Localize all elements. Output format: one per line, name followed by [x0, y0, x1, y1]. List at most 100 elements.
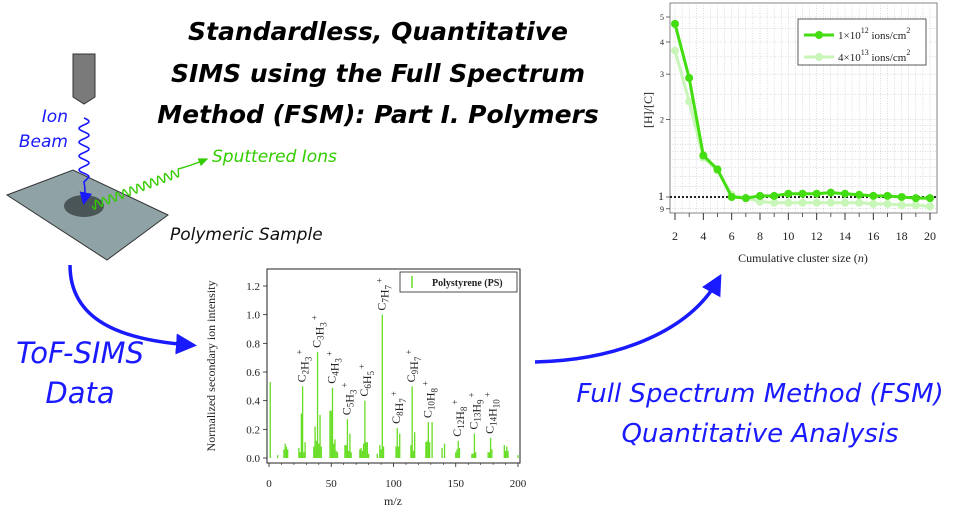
polymeric-sample-label: Polymeric Sample: [170, 225, 323, 245]
tof-sims-label-1: ToF-SIMS: [16, 336, 144, 370]
spectrum-ytick-label: 1.0: [246, 310, 260, 322]
hc-xtick-label: 18: [896, 229, 908, 243]
hc-ytick-label: 5: [660, 13, 664, 22]
hc-xtick-label: 4: [700, 229, 706, 243]
sims-schematic: Ion Beam Sputtered Ions Polymeric Sample: [5, 53, 337, 261]
hc-ratio-chart: [H]/[C] Cumulative cluster size (n) 5 4 3 2…: [641, 2, 938, 265]
hc-ytick-label: 3: [660, 70, 664, 79]
hc-data-point: [770, 198, 779, 207]
hc-data-point: [784, 198, 793, 207]
spectrum-ytick-label: 0.8: [246, 338, 260, 350]
sputtered-ions-icon: [91, 158, 209, 210]
hc-data-point: [756, 197, 764, 206]
hc-data-point: [741, 194, 750, 203]
hc-legend-marker: [815, 31, 823, 39]
spectrum-peak-label: C14H10+: [483, 392, 502, 434]
hc-data-point: [713, 165, 722, 174]
sputtered-ions-label: Sputtered Ions: [212, 147, 337, 167]
hc-data-point: [869, 191, 878, 200]
spectrum-peak-label: C4H3+: [324, 351, 343, 384]
hc-data-point: [911, 201, 920, 210]
hc-ylabel: [H]/[C]: [641, 92, 655, 128]
flow-arrow-to-fsm: [534, 273, 722, 364]
title-line-3: Method (FSM): Part I. Polymers: [157, 100, 599, 129]
fsm-label-1: Full Spectrum Method (FSM): [576, 379, 943, 409]
fsm-label-2: Quantitative Analysis: [621, 419, 898, 449]
hc-data-point: [699, 151, 708, 160]
spectrum-chart: Normalized secondary ion intensity m/z P…: [204, 268, 527, 508]
hc-data-point: [671, 19, 679, 28]
hc-data-point: [855, 198, 864, 207]
spectrum-peak-label: C6H5+: [357, 364, 376, 397]
spectrum-legend-label: Polystyrene (PS): [432, 278, 503, 289]
hc-data-point: [883, 199, 892, 208]
hc-xtick-label: 8: [757, 229, 763, 243]
hc-data-point: [841, 189, 849, 198]
hc-data-point: [798, 198, 807, 207]
ion-gun-icon: [72, 53, 96, 105]
hc-xtick-label: 16: [867, 229, 879, 243]
hc-data-point: [826, 198, 835, 207]
hc-data-point: [685, 97, 694, 106]
hc-xtick-label: 12: [811, 229, 823, 243]
hc-data-point: [926, 194, 934, 203]
spectrum-peak-label: C5H3+: [339, 383, 358, 416]
hc-xtick-label: 14: [839, 229, 851, 243]
hc-data-point: [756, 191, 764, 200]
hc-ytick-label: 2: [660, 115, 664, 124]
spectrum-peak-label: C2H3+: [295, 350, 314, 383]
spectrum-ytick-label: 1.2: [246, 281, 260, 293]
spectrum-ytick-label: 0.4: [246, 396, 260, 408]
tof-sims-label-2: Data: [45, 376, 114, 410]
hc-data-point: [812, 189, 821, 198]
spectrum-peak-label: C7H7+: [374, 278, 393, 311]
hc-data-point: [883, 191, 892, 200]
spectrum-peak-label: C8H7+: [389, 391, 408, 424]
hc-legend-label: 1×1012 ions/cm2: [838, 26, 910, 42]
hc-data-point: [671, 46, 679, 55]
hc-xlabel: Cumulative cluster size (n): [738, 251, 868, 265]
spectrum-ytick-label: 0.2: [246, 424, 260, 436]
hc-data-point: [855, 190, 864, 199]
hc-ytick-label: 4: [660, 38, 664, 47]
hc-legend-label: 4×1013 ions/cm2: [838, 48, 910, 64]
spectrum-xtick-label: 150: [448, 478, 465, 490]
spectrum-ylabel: Normalized secondary ion intensity: [204, 281, 218, 452]
hc-data-point: [798, 189, 807, 198]
hc-xtick-label: 2: [672, 229, 678, 243]
hc-ytick-label: 1: [658, 189, 664, 203]
hc-data-point: [911, 194, 920, 203]
spectrum-xtick-label: 50: [326, 478, 338, 490]
spectrum-peak-label: C13H9+: [466, 392, 485, 429]
spectrum-peak-label: C12H8+: [450, 400, 469, 437]
hc-legend-marker: [815, 53, 823, 61]
sputter-crater: [64, 195, 104, 217]
hc-xtick-label: 10: [782, 229, 794, 243]
spectrum-peak-label: C9H7+: [404, 350, 423, 383]
title-line-2: SIMS using the Full Spectrum: [171, 59, 585, 88]
hc-data-point: [727, 193, 736, 201]
spectrum-xtick-label: 0: [266, 478, 272, 490]
spectrum-ytick-label: 0.0: [246, 453, 260, 465]
title: Standardless, Quantitative SIMS using th…: [157, 17, 599, 129]
spectrum-peak-label: C10H8+: [420, 381, 439, 418]
hc-data-point: [812, 198, 821, 207]
hc-data-point: [770, 191, 779, 200]
hc-ytick-label: 9: [660, 205, 664, 214]
hc-data-point: [897, 201, 906, 210]
spectrum-xtick-label: 200: [510, 478, 527, 490]
flow-arrow-to-spectrum: [68, 264, 197, 355]
spectrum-frame: [266, 268, 521, 464]
hc-xtick-label: 20: [924, 229, 936, 243]
spectrum-ytick-label: 0.6: [246, 367, 260, 379]
ion-beam-label-2: Beam: [19, 132, 68, 152]
hc-data-point: [841, 198, 849, 207]
ion-beam-label-1: Ion: [42, 107, 68, 127]
hc-xtick-label: 6: [729, 229, 735, 243]
ion-beam-icon: [78, 117, 93, 206]
hc-data-point: [685, 73, 694, 82]
spectrum-peak-label: C3H3+: [310, 315, 329, 348]
hc-data-point: [897, 193, 906, 201]
title-line-1: Standardless, Quantitative: [188, 17, 568, 46]
